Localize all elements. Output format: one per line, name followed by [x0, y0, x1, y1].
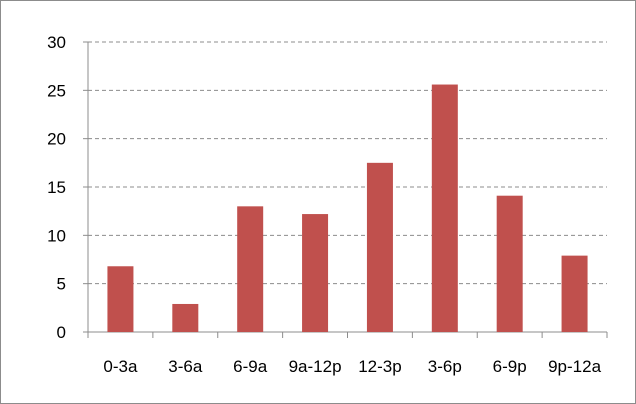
x-tick-label-0-3a: 0-3a [103, 357, 138, 376]
x-tick-label-9p-12a: 9p-12a [548, 357, 601, 376]
bar-9a-12p [302, 214, 329, 332]
bar-6-9a [237, 206, 264, 332]
bar-0-3a [107, 266, 134, 332]
y-tick-label-25: 25 [47, 81, 66, 100]
x-tick-label-6-9a: 6-9a [233, 357, 268, 376]
y-tick-label-5: 5 [57, 275, 66, 294]
y-tick-label-10: 10 [47, 226, 66, 245]
y-tick-label-15: 15 [47, 178, 66, 197]
bar-3-6a [172, 303, 199, 332]
y-tick-label-30: 30 [47, 33, 66, 52]
x-tick-label-3-6a: 3-6a [168, 357, 203, 376]
bar-6-9p [496, 195, 523, 332]
bar-12-3p [366, 162, 393, 332]
x-tick-label-12-3p: 12-3p [358, 357, 401, 376]
y-tick-label-0: 0 [57, 323, 66, 342]
bar-9p-12a [561, 255, 588, 332]
x-tick-label-9a-12p: 9a-12p [289, 357, 342, 376]
x-tick-label-6-9p: 6-9p [493, 357, 527, 376]
y-tick-label-20: 20 [47, 130, 66, 149]
x-tick-label-3-6p: 3-6p [428, 357, 462, 376]
bar-3-6p [431, 84, 458, 333]
